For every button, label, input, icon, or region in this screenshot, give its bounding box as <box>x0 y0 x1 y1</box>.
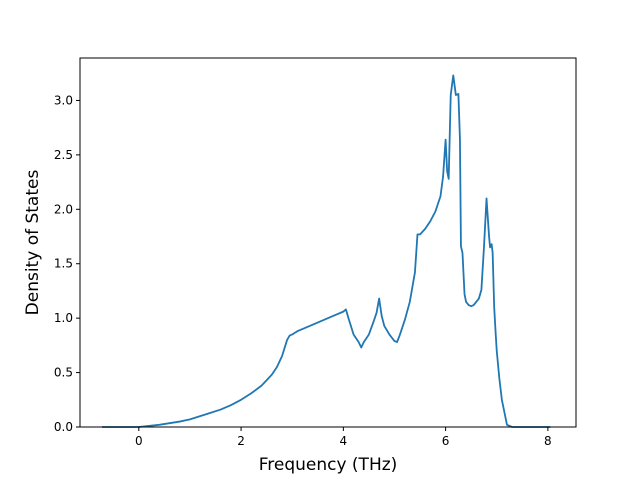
y-tick-label: 2.0 <box>54 202 73 216</box>
axes-frame <box>79 57 577 428</box>
plot-area <box>79 57 577 428</box>
y-tick-label: 0.5 <box>54 366 73 380</box>
y-tick-label: 1.5 <box>54 257 73 271</box>
y-axis-label: Density of States <box>23 170 43 316</box>
x-tick-label: 0 <box>135 434 143 448</box>
y-tick-label: 1.0 <box>54 311 73 325</box>
x-tick-label: 2 <box>237 434 245 448</box>
x-axis-label: Frequency (THz) <box>259 455 398 475</box>
dos-curve <box>101 74 551 428</box>
y-tick-label: 3.0 <box>54 93 73 107</box>
y-tick-label: 2.5 <box>54 148 73 162</box>
y-tick-label: 0.0 <box>54 420 73 434</box>
y-axis-ticks: 0.0 0.5 1.0 1.5 2.0 2.5 3.0 <box>54 93 80 434</box>
x-axis-ticks: 0 2 4 6 8 <box>135 427 552 448</box>
x-tick-label: 8 <box>544 434 552 448</box>
x-tick-label: 4 <box>340 434 348 448</box>
x-tick-label: 6 <box>442 434 450 448</box>
